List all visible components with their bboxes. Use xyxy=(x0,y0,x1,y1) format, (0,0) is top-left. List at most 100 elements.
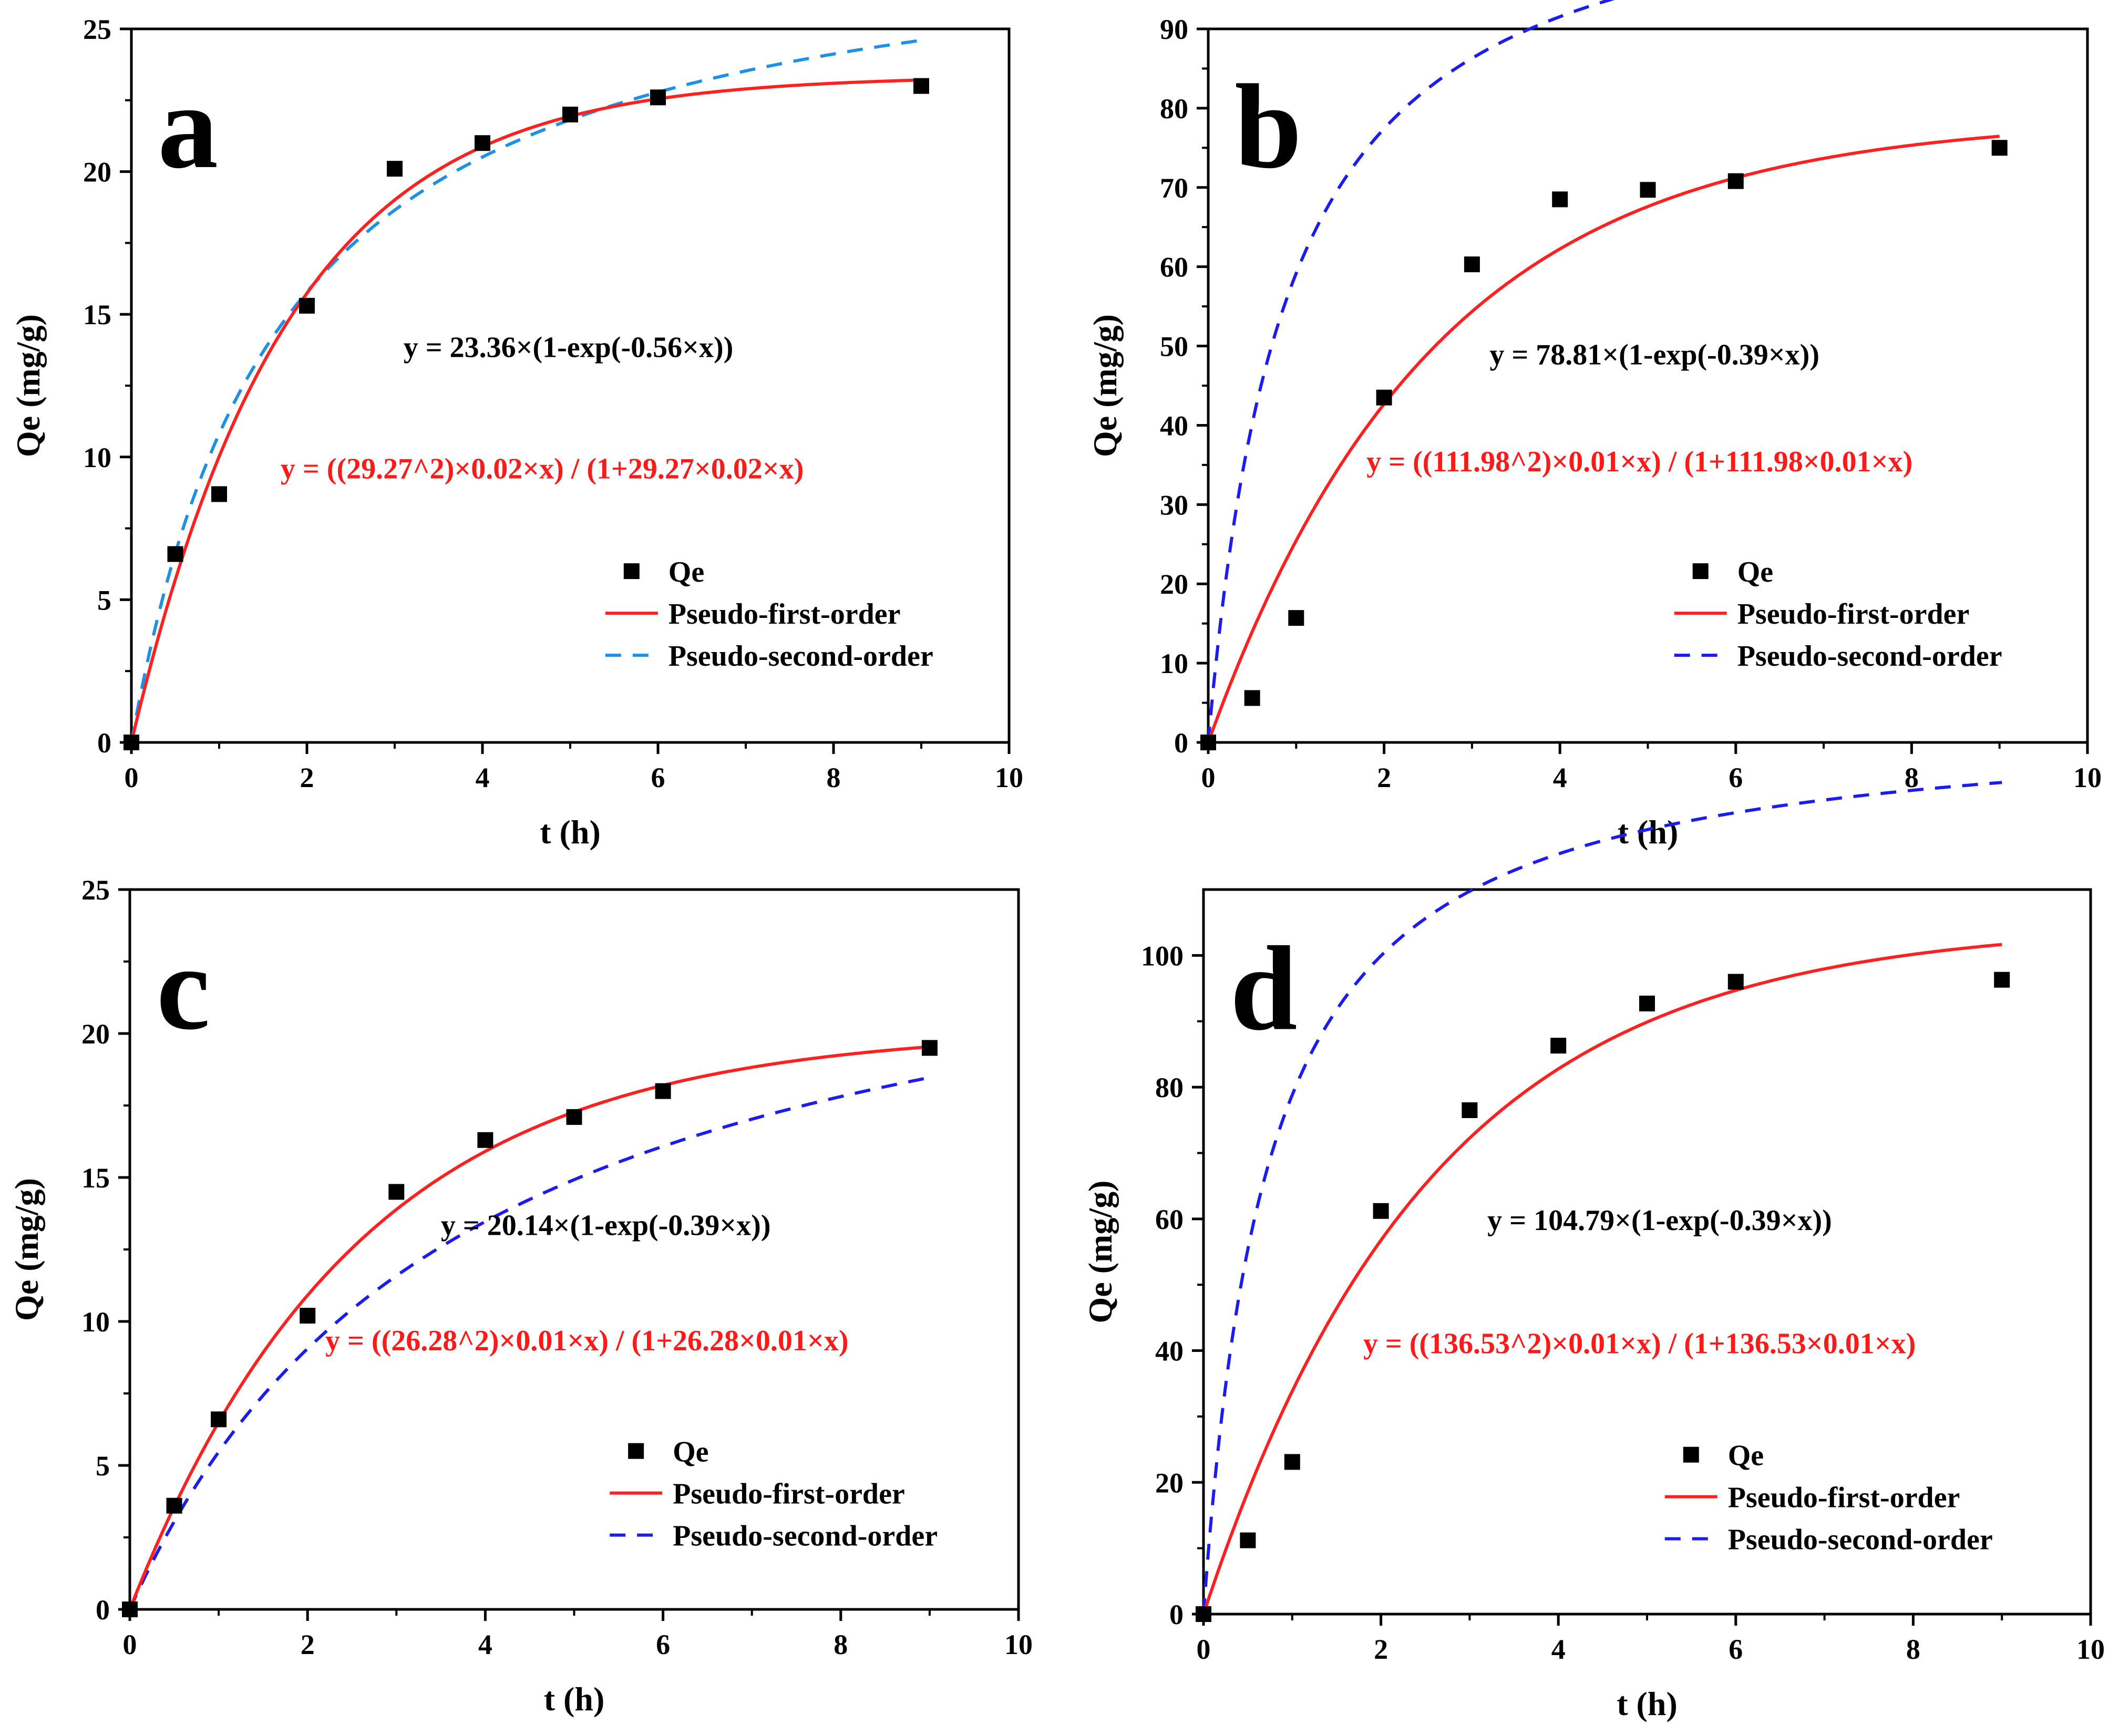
data-point xyxy=(1639,995,1655,1011)
data-point xyxy=(1994,972,2010,988)
y-tick-label: 25 xyxy=(83,14,111,45)
equation-first-order: y = 104.79×(1-exp(-0.39×x)) xyxy=(1487,1204,1832,1237)
y-tick-label: 60 xyxy=(1155,1204,1184,1235)
x-tick-label: 4 xyxy=(478,1629,492,1660)
y-tick-label: 30 xyxy=(1160,489,1188,521)
data-point xyxy=(562,106,578,122)
legend-marker-qe xyxy=(623,563,640,580)
legend-label-second: Pseudo-second-order xyxy=(668,640,933,673)
data-point xyxy=(167,546,183,562)
data-point xyxy=(1373,1203,1389,1219)
x-tick-label: 6 xyxy=(656,1629,670,1660)
y-tick-label: 70 xyxy=(1160,172,1188,204)
equation-first-order: y = 20.14×(1-exp(-0.39×x)) xyxy=(441,1210,771,1242)
legend-label-qe: Qe xyxy=(1737,556,1773,588)
legend-label-qe: Qe xyxy=(668,556,704,588)
y-tick-label: 10 xyxy=(83,442,111,473)
data-point xyxy=(1376,389,1392,406)
y-tick-label: 20 xyxy=(1160,569,1188,600)
x-tick-label: 6 xyxy=(1729,1634,1743,1665)
x-tick-label: 2 xyxy=(301,1629,315,1660)
x-tick-label: 8 xyxy=(834,1629,848,1660)
panel-letter: d xyxy=(1230,921,1298,1055)
data-point xyxy=(299,297,315,314)
y-tick-label: 0 xyxy=(96,1594,110,1626)
y-tick-label: 10 xyxy=(81,1306,110,1338)
legend-label-second: Pseudo-second-order xyxy=(1737,640,2002,673)
panel-c: 0 2 4 6 8 10 0 5 10 15 20 25 t (h) Qe (mg/g) c y = 20.1… xyxy=(8,874,1033,1718)
panel-b: 0 2 4 6 8 10 0 10 20 30 40 50 60 70 80 90 t (h) Qe (mg/g)… xyxy=(1086,0,2102,851)
data-point xyxy=(921,1040,938,1056)
data-point xyxy=(211,1411,227,1428)
panel-letter: b xyxy=(1235,59,1302,193)
data-point xyxy=(166,1497,182,1514)
y-tick-label: 80 xyxy=(1160,93,1188,125)
x-tick-label: 0 xyxy=(123,1629,137,1660)
data-point xyxy=(650,89,666,106)
y-tick-label: 5 xyxy=(97,584,111,616)
pseudo-first-order-curve xyxy=(128,1045,930,1610)
data-point xyxy=(655,1083,671,1099)
data-point xyxy=(122,1601,138,1617)
equation-second-order: y = ((136.53^2)×0.01×x) / (1+136.53×0.01… xyxy=(1363,1328,1916,1360)
y-tick-label: 0 xyxy=(97,727,111,759)
y-tick-label: 5 xyxy=(96,1450,110,1482)
legend-label-second: Pseudo-second-order xyxy=(673,1520,938,1553)
data-point xyxy=(388,1184,405,1200)
y-axis-label: Qe (mg/g) xyxy=(1082,1181,1119,1324)
y-axis-label: Qe (mg/g) xyxy=(1086,314,1124,457)
x-tick-label: 0 xyxy=(1201,762,1216,793)
data-point xyxy=(477,1132,493,1148)
x-tick-label: 4 xyxy=(1551,1634,1566,1665)
x-tick-label: 10 xyxy=(2073,762,2102,793)
data-point xyxy=(1640,182,1656,198)
legend-label-first: Pseudo-first-order xyxy=(673,1478,905,1511)
x-tick-label: 2 xyxy=(300,762,314,793)
x-tick-label: 2 xyxy=(1377,762,1391,793)
equation-second-order: y = ((111.98^2)×0.01×x) / (1+111.98×0.01… xyxy=(1366,446,1912,478)
x-tick-label: 8 xyxy=(1906,1634,1920,1665)
y-axis-label: Qe (mg/g) xyxy=(8,1178,45,1321)
y-tick-label: 90 xyxy=(1160,14,1188,45)
x-tick-label: 10 xyxy=(1004,1629,1033,1660)
pseudo-second-order-curve xyxy=(130,38,922,743)
data-point xyxy=(1550,1038,1567,1054)
plot-frame xyxy=(1207,27,2089,744)
data-point xyxy=(1196,1606,1211,1622)
y-tick-label: 100 xyxy=(1141,940,1184,972)
y-tick-label: 10 xyxy=(1160,648,1188,679)
y-tick-label: 20 xyxy=(81,1018,110,1050)
legend-marker-qe xyxy=(1683,1446,1699,1463)
x-tick-label: 8 xyxy=(1905,762,1919,793)
x-tick-label: 0 xyxy=(1197,1634,1211,1665)
x-axis-label: t (h) xyxy=(540,813,601,851)
x-tick-label: 6 xyxy=(1729,762,1743,793)
plot-frame xyxy=(130,27,1011,744)
legend-label-second: Pseudo-second-order xyxy=(1728,1524,1993,1556)
x-tick-label: 10 xyxy=(2076,1634,2105,1665)
pseudo-first-order-curve xyxy=(1207,135,2000,743)
x-tick-label: 10 xyxy=(995,762,1023,793)
x-tick-label: 2 xyxy=(1374,1634,1388,1665)
data-point xyxy=(1200,735,1216,750)
data-point xyxy=(1462,1102,1478,1118)
data-point xyxy=(387,161,403,177)
y-tick-label: 40 xyxy=(1155,1336,1184,1367)
x-axis-label: t (h) xyxy=(544,1680,605,1718)
y-tick-label: 40 xyxy=(1160,410,1188,441)
equation-first-order: y = 78.81×(1-exp(-0.39×x)) xyxy=(1489,338,1819,371)
data-point xyxy=(1552,191,1568,208)
x-tick-label: 6 xyxy=(651,762,665,793)
y-tick-label: 25 xyxy=(81,874,110,906)
panel-letter: c xyxy=(157,921,210,1055)
data-point xyxy=(1284,1454,1300,1470)
data-point xyxy=(1727,173,1744,189)
x-tick-label: 4 xyxy=(476,762,490,793)
legend-label-first: Pseudo-first-order xyxy=(1728,1482,1960,1514)
legend-marker-qe xyxy=(1692,563,1709,580)
x-tick-label: 8 xyxy=(827,762,841,793)
y-tick-label: 15 xyxy=(83,299,111,330)
y-tick-label: 0 xyxy=(1174,727,1188,759)
